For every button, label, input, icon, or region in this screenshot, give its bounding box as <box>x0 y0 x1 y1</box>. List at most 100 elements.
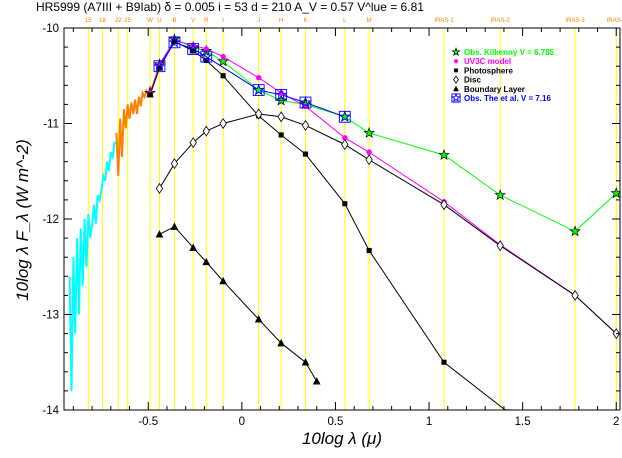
x-tick-label: 2 <box>613 416 619 428</box>
band-label: 18 <box>99 18 106 24</box>
band-label: J <box>257 18 260 24</box>
series-marker <box>438 148 450 161</box>
tick-labels: -0.5 0 0.5 1 1.5 2 -10 -11 -12 -13 -14 <box>42 23 619 428</box>
series-marker <box>189 243 198 251</box>
x-tick-label: 0.5 <box>327 416 343 428</box>
y-tick-label: -10 <box>42 23 59 35</box>
x-tick-label: 0 <box>239 416 245 428</box>
series-marker <box>441 359 447 365</box>
series-marker <box>153 59 166 72</box>
band-label: B <box>172 18 176 24</box>
y-axis-label: 10log λ F_λ (W m^-2) <box>13 139 32 301</box>
series-marker <box>312 377 321 385</box>
band-label: H <box>279 18 283 24</box>
series-marker <box>155 230 164 238</box>
series-line <box>159 113 617 334</box>
series-marker <box>255 108 263 120</box>
series-marker <box>278 90 284 96</box>
series-marker <box>366 149 372 155</box>
series-marker <box>365 154 373 166</box>
band-label: V <box>191 18 195 24</box>
series-marker <box>338 110 351 123</box>
x-axis-label: 10log λ (μ) <box>302 429 382 448</box>
series-marker <box>342 135 348 141</box>
series-marker <box>571 289 579 301</box>
band-label: 25 <box>124 18 131 24</box>
series-marker <box>220 73 226 79</box>
legend-entry: Photosphere <box>464 66 513 75</box>
series-marker <box>219 117 227 130</box>
series-line <box>149 38 617 232</box>
band-label: IRAS-4 <box>607 18 622 24</box>
iue-short-spectrum <box>68 141 117 391</box>
band-label: IRAS-3 <box>565 18 585 24</box>
series-marker <box>168 35 181 48</box>
x-tick-label: -0.5 <box>138 416 158 428</box>
series-marker <box>217 55 229 67</box>
band-label: M <box>367 18 372 24</box>
series-marker <box>453 75 459 84</box>
band-label: L <box>343 18 347 24</box>
legend-entry: Boundary Layer <box>464 85 525 94</box>
band-label: 22 <box>115 18 122 24</box>
series-marker <box>171 38 178 44</box>
band-labels: 15 18 22 25 W U B V R I J H K L M IRAS-1 IRAS-2 IRAS-3 IRA… <box>85 18 622 24</box>
series-marker <box>299 96 312 108</box>
band-label: U <box>157 18 161 24</box>
legend-entry: Obs. Kilkenny V = 6.785 <box>464 48 555 57</box>
band-label: R <box>204 18 209 24</box>
band-label: I <box>222 18 224 24</box>
band-label: IRAS-1 <box>434 18 454 24</box>
series-marker <box>202 125 210 137</box>
series-marker <box>440 199 448 211</box>
series-marker <box>203 46 209 52</box>
series-marker <box>277 338 285 347</box>
series-marker <box>275 88 288 101</box>
y-tick-label: -12 <box>42 214 59 226</box>
series-marker <box>254 315 263 323</box>
series-marker <box>453 85 459 92</box>
axis-ticks <box>64 27 620 411</box>
series-markers <box>144 33 620 410</box>
series-line <box>149 39 617 334</box>
y-tick-label: -13 <box>42 310 59 322</box>
x-tick-label: 1.5 <box>515 416 531 428</box>
series-marker <box>301 358 310 366</box>
iue-spectrum <box>68 85 153 391</box>
series-marker <box>219 276 227 285</box>
band-label: K <box>303 18 307 24</box>
series-marker <box>496 240 504 252</box>
series-marker <box>278 132 284 138</box>
series-marker <box>341 138 349 151</box>
series-marker <box>187 42 200 55</box>
series-marker <box>342 201 348 207</box>
legend-entry: UV3C model <box>464 57 511 66</box>
series-marker <box>363 126 376 139</box>
series-marker <box>203 57 209 64</box>
series-marker <box>155 182 164 194</box>
band-label: IRAS-2 <box>491 18 511 24</box>
legend-entry: Obs. The et al. V = 7.16 <box>464 94 551 103</box>
series-marker <box>255 74 262 81</box>
band-label: 15 <box>85 18 92 24</box>
series-marker <box>569 225 581 237</box>
series-marker <box>200 50 213 62</box>
series-marker <box>170 158 179 170</box>
series-line <box>159 225 318 382</box>
series-marker <box>202 257 211 266</box>
y-tick-label: -11 <box>43 119 59 131</box>
iue-long-spectrum <box>115 85 153 177</box>
series-marker <box>301 119 310 131</box>
band-label: W <box>147 18 153 24</box>
series-marker <box>451 92 461 103</box>
series-marker <box>170 222 179 230</box>
legend-entry: Disc <box>464 76 481 85</box>
y-tick-label: -14 <box>42 405 59 417</box>
series-marker <box>366 247 372 254</box>
series-marker <box>453 59 459 64</box>
x-tick-label: 1 <box>426 416 432 428</box>
series-marker <box>494 188 507 201</box>
series-marker <box>252 83 265 96</box>
